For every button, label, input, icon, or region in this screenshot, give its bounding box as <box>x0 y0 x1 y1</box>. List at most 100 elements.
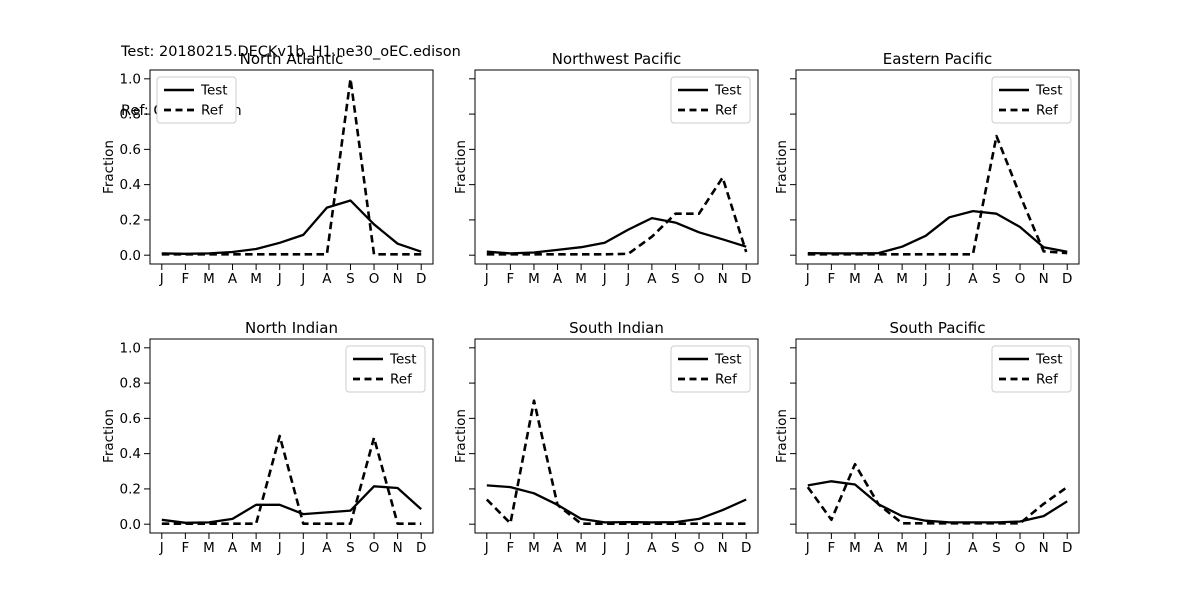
y-tick-label: 0.4 <box>120 177 141 193</box>
x-tick-label: J <box>805 271 810 287</box>
test-line <box>486 484 747 524</box>
x-tick-label: F <box>181 271 189 287</box>
legend-item-test: Test <box>678 352 742 368</box>
legend-label: Test <box>714 352 742 368</box>
legend: Test Ref <box>345 345 426 393</box>
x-tick-label: M <box>203 540 215 556</box>
y-tick-label: 0.0 <box>120 248 141 264</box>
x-tick-label: A <box>322 540 332 556</box>
y-tick-label: 0.2 <box>120 482 141 498</box>
y-tick-label: 0.0 <box>120 517 141 533</box>
legend-label: Ref <box>201 103 224 119</box>
x-tick-label: M <box>203 271 215 287</box>
y-tick-label: 0.8 <box>120 376 141 392</box>
x-tick-label: A <box>647 540 657 556</box>
subplot-title: Northwest Pacific <box>552 50 682 68</box>
test-line <box>161 199 422 255</box>
ref-line <box>161 434 422 525</box>
x-tick-label: A <box>968 540 978 556</box>
x-tick-label: J <box>923 540 928 556</box>
y-axis-label: Fraction <box>101 409 117 463</box>
legend-label: Ref <box>1036 103 1059 119</box>
legend-label: Test <box>200 83 228 99</box>
x-tick-label: M <box>528 540 540 556</box>
test-line <box>807 480 1068 524</box>
y-tick-label: 1.0 <box>120 340 141 356</box>
axes-frame <box>149 338 434 534</box>
x-tick-label: N <box>1039 271 1049 287</box>
x-tick-label: A <box>228 271 238 287</box>
y-tick-label: 0.6 <box>120 411 141 427</box>
ref-line <box>485 399 747 525</box>
legend-item-ref: Ref <box>164 103 224 119</box>
legend: Test Ref <box>670 345 751 393</box>
x-tick-label: J <box>946 540 951 556</box>
x-tick-label: O <box>694 271 705 287</box>
x-tick-label: A <box>228 540 238 556</box>
ref-line <box>486 176 748 256</box>
x-tick-label: O <box>369 271 380 287</box>
x-tick-label: M <box>896 271 908 287</box>
legend-label: Ref <box>715 372 738 388</box>
legend-label: Ref <box>1036 372 1059 388</box>
x-tick-label: J <box>277 540 282 556</box>
legend-frame <box>345 345 426 393</box>
legend-item-test: Test <box>164 83 228 99</box>
legend-label: Ref <box>390 372 413 388</box>
x-tick-label: M <box>575 271 587 287</box>
legend-item-ref: Ref <box>678 103 738 119</box>
x-tick-label: J <box>946 271 951 287</box>
x-tick-label: S <box>992 540 1001 556</box>
legend-frame <box>156 76 237 124</box>
axes-frame <box>474 69 759 265</box>
legend-item-test: Test <box>999 83 1063 99</box>
x-tick-label: J <box>300 271 305 287</box>
x-tick-label: M <box>575 540 587 556</box>
x-tick-label: F <box>506 540 514 556</box>
legend-label: Ref <box>715 103 738 119</box>
x-tick-label: M <box>528 271 540 287</box>
x-tick-label: M <box>250 540 262 556</box>
x-tick-label: N <box>718 540 728 556</box>
subplot-title: Eastern Pacific <box>883 50 992 68</box>
subplot-title: North Indian <box>245 319 338 337</box>
x-tick-label: O <box>1015 271 1026 287</box>
x-tick-label: D <box>1062 271 1072 287</box>
axes-frame <box>795 69 1080 265</box>
x-tick-label: J <box>159 540 164 556</box>
x-tick-label: F <box>827 540 835 556</box>
x-tick-label: J <box>805 540 810 556</box>
legend-frame <box>991 76 1072 124</box>
y-tick-label: 1.0 <box>120 71 141 87</box>
x-tick-label: J <box>484 540 489 556</box>
x-tick-label: F <box>181 540 189 556</box>
legend: Test Ref <box>670 76 751 124</box>
legend: Test Ref <box>991 345 1072 393</box>
legend-frame <box>670 76 751 124</box>
x-tick-label: O <box>369 540 380 556</box>
legend: Test Ref <box>991 76 1072 124</box>
legend-item-test: Test <box>678 83 742 99</box>
x-tick-label: D <box>416 540 426 556</box>
axes-frame <box>795 338 1080 534</box>
x-tick-label: D <box>416 271 426 287</box>
subplot-title: South Pacific <box>889 319 985 337</box>
x-tick-label: O <box>694 540 705 556</box>
x-tick-label: N <box>1039 540 1049 556</box>
x-tick-label: J <box>625 540 630 556</box>
x-tick-label: A <box>968 271 978 287</box>
subplot-title: South Indian <box>569 319 664 337</box>
x-tick-label: A <box>647 271 657 287</box>
test-line <box>486 216 747 255</box>
axes-frame <box>149 69 434 265</box>
x-tick-label: D <box>741 540 751 556</box>
x-tick-label: A <box>553 540 563 556</box>
legend: Test Ref <box>156 76 237 124</box>
ref-line <box>807 134 1068 256</box>
